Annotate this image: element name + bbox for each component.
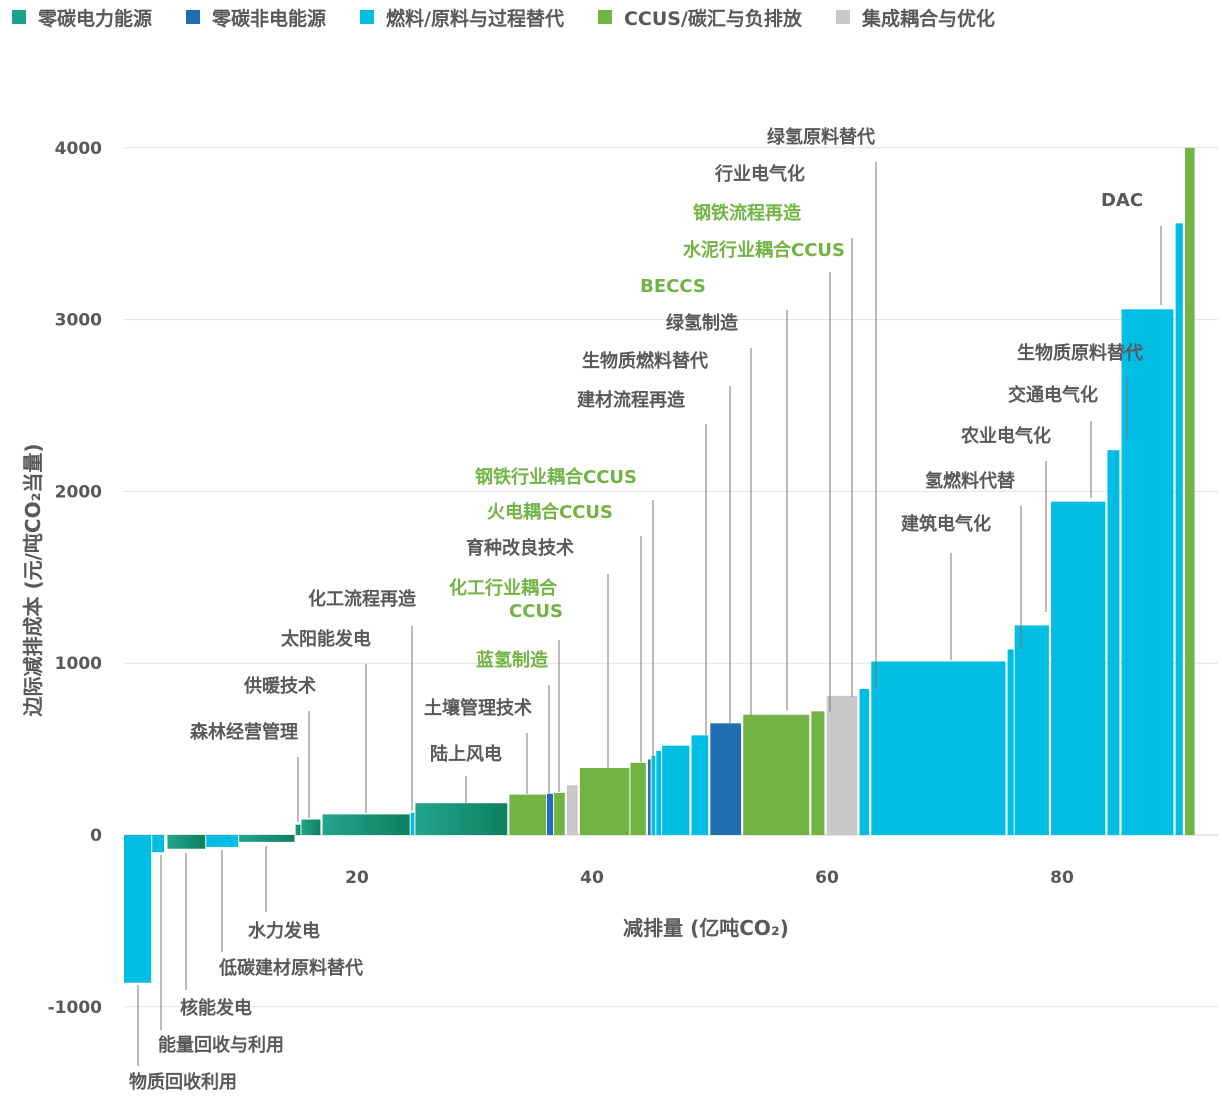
bar	[239, 835, 295, 842]
bar	[509, 794, 546, 835]
x-axis-title: 减排量 (亿吨CO₂)	[623, 916, 789, 940]
bar-label: 农业电气化	[960, 425, 1051, 447]
bar	[1107, 450, 1120, 835]
bar-label: 能量回收与利用	[158, 1034, 284, 1056]
bar	[1185, 147, 1195, 836]
bar-label: 钢铁流程再造	[693, 202, 801, 224]
bar	[1014, 625, 1049, 835]
bar	[415, 803, 508, 835]
bar	[691, 735, 709, 835]
bar	[743, 714, 810, 835]
bar-label: 建材流程再造	[577, 389, 685, 411]
bar-label: 生物质原料替代	[1017, 342, 1143, 364]
bars	[124, 147, 1195, 983]
bar-label: 火电耦合CCUS	[487, 501, 613, 523]
bar	[322, 814, 410, 835]
bar	[579, 767, 630, 835]
legend-label: 燃料/原料与过程替代	[386, 7, 564, 30]
bar	[630, 762, 646, 835]
bar-label: 交通电气化	[1008, 384, 1098, 406]
bar	[547, 793, 554, 835]
bar-label: 低碳建材原料替代	[218, 957, 363, 979]
bar	[826, 695, 858, 835]
bar	[410, 812, 415, 835]
legend-swatch	[186, 10, 201, 24]
legend-swatch	[835, 10, 850, 24]
bar-label: 生物质燃料替代	[582, 350, 708, 372]
bar-label: 土壤管理技术	[424, 697, 532, 719]
bar	[566, 785, 578, 835]
bar-label: 陆上风电	[430, 743, 502, 765]
legend-item: 燃料/原料与过程替代	[360, 4, 564, 31]
bar	[206, 835, 239, 848]
bar-label: 水泥行业耦合CCUS	[683, 239, 845, 261]
bar-label: 化工流程再造	[308, 588, 416, 610]
bar-label: 水力发电	[248, 920, 320, 942]
y-axis-title: 边际减排成本 (元/吨CO₂当量)	[21, 444, 45, 718]
y-tick-label: -1000	[48, 998, 103, 1018]
bar	[871, 661, 1006, 835]
y-tick-label: 0	[90, 826, 102, 846]
bar-label: 化工行业耦合	[449, 577, 558, 599]
y-tick-label: 2000	[55, 482, 102, 502]
bar-label: BECCS	[640, 276, 706, 297]
bar-label: 物质回收利用	[129, 1071, 237, 1093]
bar-label: DAC	[1101, 190, 1143, 211]
x-tick-label: 80	[1050, 868, 1074, 888]
legend-label: 集成耦合与优化	[861, 7, 995, 30]
bar-label: 森林经营管理	[190, 721, 298, 743]
bar-label: 行业电气化	[714, 163, 805, 185]
bar-label-line2: CCUS	[509, 601, 563, 622]
bar-label: 建筑电气化	[901, 513, 991, 535]
x-tick-label: 40	[580, 868, 604, 888]
legend-item: 零碳电力能源	[12, 4, 152, 31]
bar-label: 绿氢制造	[666, 312, 738, 334]
legend-swatch	[597, 10, 612, 24]
y-tick-label: 4000	[55, 139, 102, 159]
bar	[1121, 309, 1174, 835]
bar	[648, 759, 651, 835]
bar	[651, 755, 656, 835]
bar	[859, 688, 870, 835]
bar-labels: 物质回收利用 能量回收与利用 核能发电 低碳建材原料替代 水力发电 森林经营管理 供暖技术 太…	[129, 126, 1162, 1093]
legend-swatch	[360, 10, 375, 24]
bar	[662, 745, 690, 835]
bar-label: 供暖技术	[243, 675, 316, 697]
bar-label: 太阳能发电	[281, 628, 371, 650]
y-tick-label: 3000	[55, 311, 102, 331]
bar	[710, 723, 742, 835]
bar	[811, 711, 825, 835]
bar	[295, 824, 301, 835]
bar	[1007, 649, 1014, 835]
bar	[1051, 501, 1106, 835]
y-tick-label: 1000	[55, 654, 102, 674]
bar-label: 绿氢原料替代	[767, 126, 875, 148]
legend: 零碳电力能源 零碳非电能源 燃料/原料与过程替代 CCUS/碳汇与负排放 集成耦合与优化	[12, 4, 995, 30]
legend-swatch	[12, 10, 26, 24]
legend-item: 零碳非电能源	[186, 4, 326, 31]
bar	[152, 835, 165, 853]
x-tick-label: 20	[345, 868, 369, 888]
bar-label: 育种改良技术	[466, 537, 574, 559]
bar-label: 钢铁行业耦合CCUS	[475, 466, 637, 488]
legend-label: CCUS/碳汇与负排放	[623, 7, 802, 30]
bar	[167, 835, 206, 849]
legend-label: 零碳非电能源	[212, 7, 327, 30]
bar	[554, 792, 565, 835]
bar-label: 核能发电	[180, 997, 252, 1019]
bar	[1175, 223, 1183, 836]
bar-label: 氢燃料代替	[925, 470, 1016, 492]
bar-label: 蓝氢制造	[476, 649, 548, 671]
bar	[301, 819, 321, 835]
bar	[124, 835, 152, 983]
legend-item: 集成耦合与优化	[835, 4, 995, 31]
bar	[656, 750, 662, 835]
legend-label: 零碳电力能源	[38, 7, 153, 30]
x-tick-label: 60	[815, 868, 839, 888]
legend-item: CCUS/碳汇与负排放	[597, 4, 802, 31]
